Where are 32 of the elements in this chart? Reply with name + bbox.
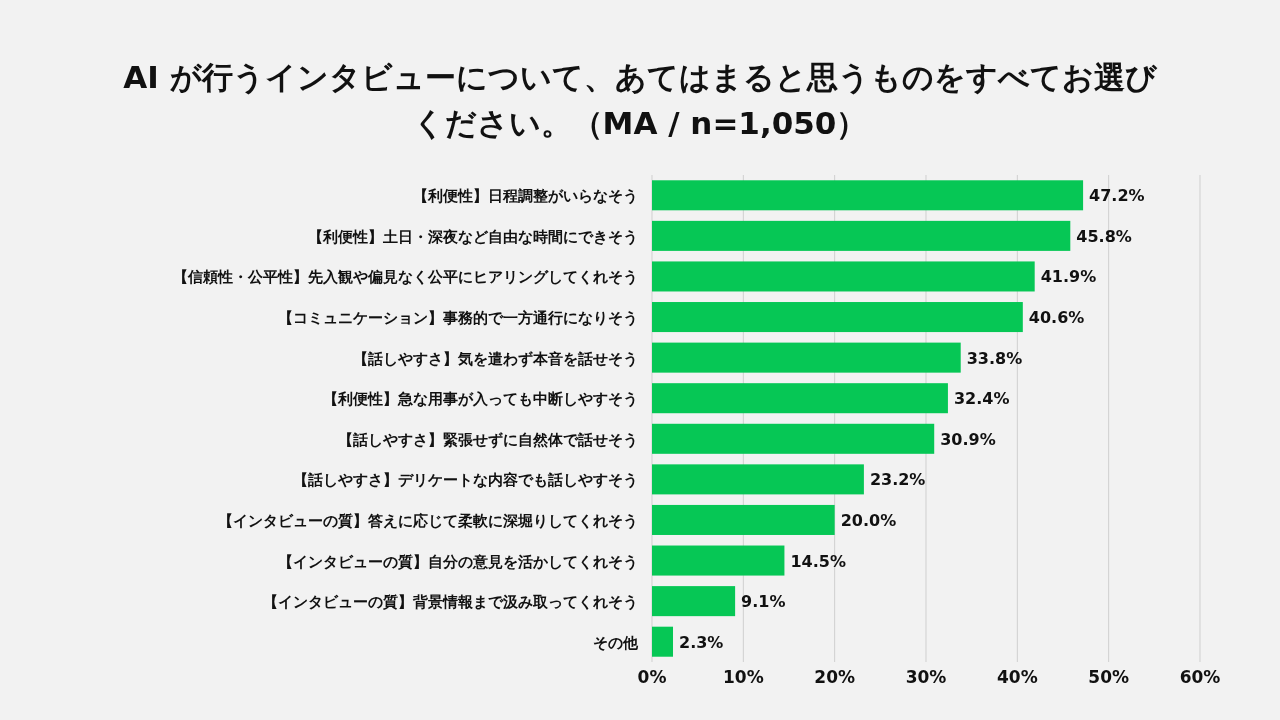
data-label: 2.3% (679, 632, 724, 652)
x-tick-label: 60% (1179, 667, 1221, 687)
y-tick-label: 【利便性】日程調整がいらなそう (413, 187, 638, 206)
y-tick-label: 【話しやすさ】気を遣わず本音を話せそう (353, 349, 638, 368)
data-label: 45.8% (1076, 226, 1132, 246)
x-tick-label: 30% (905, 667, 947, 687)
y-tick-label: 【利便性】土日・深夜など自由な時間にできそう (308, 227, 638, 246)
y-tick-label: 【利便性】急な用事が入っても中断しやすそう (323, 390, 638, 409)
y-tick-label: 【話しやすさ】デリケートな内容でも話しやすそう (293, 471, 638, 490)
data-label: 14.5% (790, 551, 846, 571)
y-tick-label: 【インタビューの質】答えに応じて柔軟に深堀りしてくれそう (218, 511, 638, 530)
y-tick-label: 【インタビューの質】自分の意見を活かしてくれそう (278, 552, 638, 571)
chart-title: AI が行うインタビューについて、あてはまると思うものをすべてお選びください。（MA / n=1,050） (123, 59, 1158, 141)
y-tick-label: 【インタビューの質】背景情報まで汲み取ってくれそう (263, 593, 638, 612)
y-tick-label: 【コミュニケーション】事務的で一方通行になりそう (278, 309, 638, 328)
data-label: 41.9% (1040, 267, 1097, 287)
x-tick-label: 0% (637, 667, 667, 687)
y-tick-label: 【信頼性・公平性】先入観や偏見なく公平にヒアリングしてくれそう (173, 268, 638, 287)
x-tick-label: 20% (814, 667, 856, 687)
data-label: 33.8% (966, 348, 1023, 368)
data-label: 30.9% (940, 429, 996, 449)
x-tick-label: 10% (722, 667, 764, 687)
data-label: 40.6% (1028, 308, 1085, 328)
data-label: 20.0% (840, 510, 897, 530)
y-tick-label: 【話しやすさ】緊張せずに自然体で話せそう (338, 430, 638, 449)
data-label: 9.1% (741, 592, 786, 612)
data-label: 23.2% (869, 470, 926, 490)
y-tick-label: その他 (593, 633, 639, 652)
x-tick-label: 50% (1088, 667, 1130, 687)
data-label: 47.2% (1089, 186, 1145, 206)
data-label: 32.4% (953, 389, 1010, 409)
x-tick-label: 40% (996, 667, 1038, 687)
